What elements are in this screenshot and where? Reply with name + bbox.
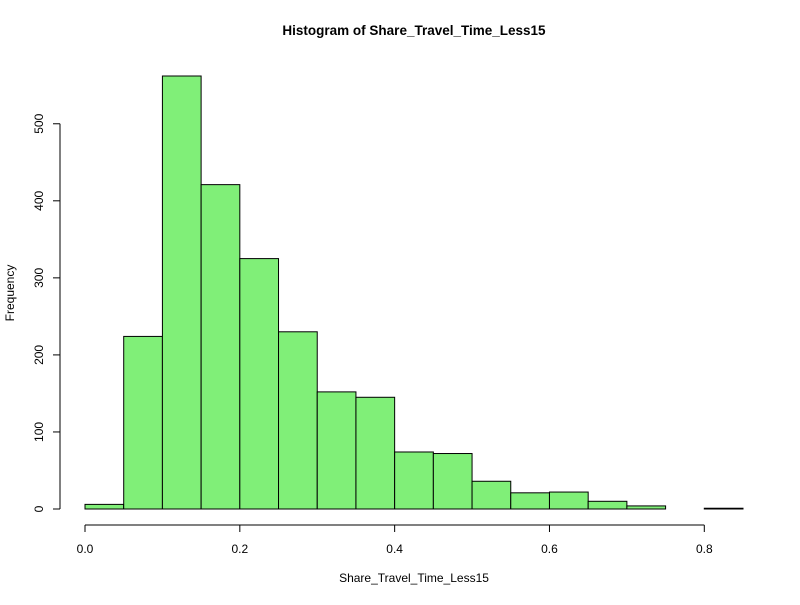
x-tick-label-4: 0.8 [696, 542, 713, 556]
histogram-bar-6 [316, 391, 357, 510]
y-axis: 0 100 200 300 400 500 [32, 113, 61, 512]
y-tick-label-2: 200 [32, 345, 46, 365]
x-axis-label: Share_Travel_Time_Less15 [339, 571, 489, 585]
histogram-bar-5 [278, 331, 318, 510]
x-tick-label-3: 0.6 [541, 542, 558, 556]
y-tick-label-5: 500 [32, 113, 46, 133]
histogram-bar-16 [703, 507, 744, 510]
histogram-bar-14 [626, 505, 667, 510]
y-tick-label-4: 400 [32, 190, 46, 210]
histogram-bar-4 [239, 258, 280, 510]
histogram-bar-12 [548, 491, 589, 510]
y-tick-label-0: 0 [32, 505, 46, 512]
histogram-bar-2 [161, 75, 202, 510]
y-tick-label-3: 300 [32, 268, 46, 288]
x-tick-label-1: 0.2 [231, 542, 248, 556]
histogram-bar-9 [432, 453, 473, 510]
histogram-bar-13 [587, 500, 628, 510]
y-tick-label-1: 100 [32, 422, 46, 442]
y-axis-label: Frequency [3, 265, 17, 322]
histogram-bar-8 [394, 451, 434, 510]
histogram-bar-10 [471, 480, 512, 510]
histogram-bar-1 [123, 335, 163, 510]
histogram-bar-3 [200, 184, 241, 510]
x-tick-label-2: 0.4 [386, 542, 403, 556]
chart-title: Histogram of Share_Travel_Time_Less15 [282, 23, 546, 38]
histogram-bar-11 [510, 492, 550, 510]
histogram-bar-0 [84, 503, 125, 510]
x-tick-label-0: 0.0 [77, 542, 94, 556]
bars-group [84, 75, 744, 510]
x-axis: 0.0 0.2 0.4 0.6 0.8 [77, 524, 713, 556]
histogram-bar-7 [355, 396, 396, 510]
